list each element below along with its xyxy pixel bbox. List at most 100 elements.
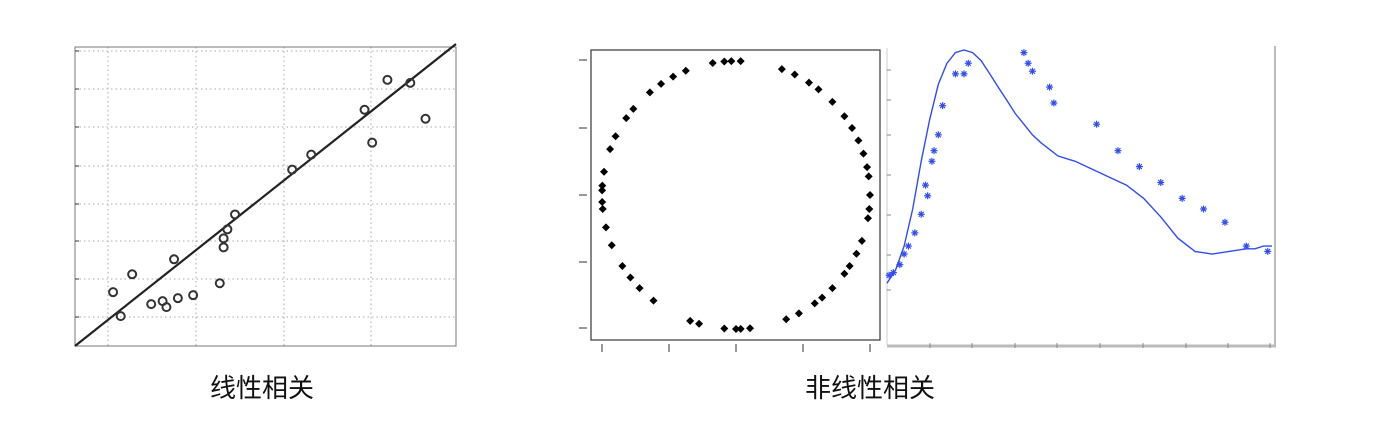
scatter-point: [848, 124, 857, 132]
star-stroke: [931, 147, 937, 154]
nonlinear-caption: 非线性相关: [805, 374, 936, 404]
scatter-point: [790, 70, 799, 79]
star-point: [964, 59, 972, 67]
scatter-point: [287, 164, 298, 175]
star-point: [1028, 67, 1036, 75]
scatter-point: [736, 324, 745, 333]
star-point: [1020, 49, 1028, 57]
scatter-point: [172, 293, 183, 304]
star-point: [951, 70, 959, 78]
scatter-point: [720, 57, 729, 66]
scatter-point: [306, 149, 317, 160]
scatter-point: [601, 223, 610, 232]
linear-fit-line: [74, 43, 457, 347]
star-point: [930, 147, 938, 155]
scatter-point: [622, 114, 631, 123]
star-point: [1114, 147, 1122, 155]
scatter-point: [695, 319, 704, 328]
star-stroke: [961, 70, 967, 77]
star-stroke: [1222, 219, 1228, 226]
scatter-point: [598, 181, 607, 190]
scatter-point: [794, 309, 803, 318]
scatter-point: [782, 315, 791, 324]
scatter-point: [777, 65, 786, 74]
star-stroke: [901, 251, 907, 257]
scatter-point: [828, 284, 837, 293]
scatter-point: [736, 57, 745, 66]
scatter-point: [629, 104, 638, 113]
scatter-point: [657, 79, 666, 88]
star-stroke: [918, 211, 925, 218]
star-stroke: [1264, 248, 1271, 255]
curve-fit-line: [886, 49, 1272, 284]
scatter-point: [649, 296, 658, 305]
star-stroke: [1025, 60, 1032, 67]
star-point: [960, 70, 968, 78]
star-stroke: [1093, 121, 1100, 128]
scatter-point: [382, 74, 393, 85]
star-point: [924, 192, 932, 200]
star-stroke: [1136, 163, 1143, 170]
scatter-point: [866, 191, 874, 199]
star-stroke: [1243, 243, 1250, 249]
star-stroke: [1021, 49, 1027, 56]
scatter-point: [618, 262, 627, 271]
star-point: [1242, 242, 1250, 250]
star-point: [1200, 205, 1208, 213]
scatter-point: [161, 302, 172, 313]
circle-scatter-chart: [579, 49, 881, 352]
scatter-point: [840, 269, 849, 278]
scatter-point: [804, 78, 813, 87]
star-point: [1046, 83, 1054, 91]
scatter-point: [852, 249, 861, 258]
linear-scatter-chart: [74, 43, 457, 347]
star-stroke: [929, 158, 935, 165]
scatter-point: [222, 224, 233, 235]
star-point: [1135, 163, 1143, 171]
scatter-point: [686, 316, 695, 325]
scatter-point: [146, 299, 157, 310]
scatter-point: [859, 149, 868, 158]
scatter-point: [169, 254, 180, 265]
star-stroke: [905, 243, 912, 249]
star-stroke: [1050, 100, 1057, 106]
linear-chart-frame: [74, 46, 457, 347]
scatter-point: [732, 325, 740, 333]
star-stroke: [1115, 147, 1121, 154]
scatter-point: [598, 198, 607, 207]
scatter-point: [857, 236, 866, 245]
circle-chart-ticks: [579, 59, 871, 352]
star-point: [928, 157, 936, 165]
scatter-point: [863, 214, 872, 223]
star-stroke: [939, 102, 946, 109]
scatter-point: [600, 167, 609, 176]
star-stroke: [1200, 206, 1207, 212]
scatter-point: [720, 324, 729, 333]
star-point: [911, 229, 919, 237]
linear-chart-grid: [75, 47, 456, 346]
linear-scatter-points: [108, 74, 431, 322]
scatter-point: [598, 205, 607, 214]
scatter-point: [127, 269, 138, 280]
star-stroke: [1046, 84, 1053, 90]
star-stroke: [952, 70, 959, 77]
star-point: [1264, 247, 1272, 255]
star-stroke: [1029, 68, 1036, 75]
scatter-point: [607, 241, 616, 250]
scatter-point: [598, 186, 607, 195]
scatter-point: [727, 57, 736, 66]
linear-chart-ticks: [75, 50, 79, 318]
scatter-point: [214, 278, 225, 289]
scatter-point: [218, 242, 229, 253]
star-point: [889, 269, 897, 277]
curve-chart-axes: [886, 46, 1276, 348]
scatter-point: [863, 163, 872, 172]
scatter-point: [708, 59, 717, 68]
star-point: [904, 242, 912, 250]
curve-fit-chart: [885, 46, 1276, 348]
scatter-point: [864, 172, 873, 181]
scatter-point: [810, 299, 819, 308]
star-stroke: [965, 60, 972, 67]
scatter-point: [420, 113, 431, 124]
